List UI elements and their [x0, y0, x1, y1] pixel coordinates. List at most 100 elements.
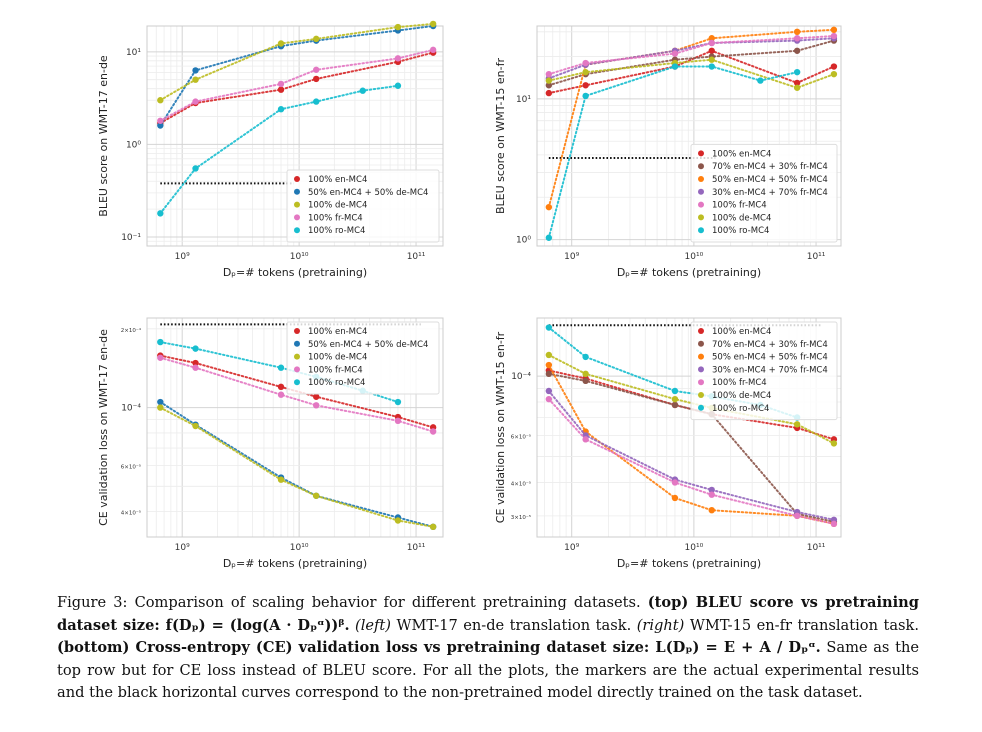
data-point — [671, 63, 679, 70]
data-point — [708, 486, 715, 494]
legend-box — [286, 321, 440, 395]
series-2 — [157, 404, 437, 531]
legend-marker — [698, 404, 704, 411]
legend-marker — [294, 176, 300, 182]
data-point — [313, 492, 320, 499]
series-5 — [545, 56, 838, 91]
fit-curve — [159, 406, 435, 528]
data-point — [157, 354, 164, 361]
legend-label: 100% de-MC4 — [712, 213, 771, 223]
data-point — [192, 359, 199, 367]
legend-marker — [294, 366, 300, 373]
fit-curve — [159, 401, 435, 528]
series-4 — [545, 395, 838, 528]
legend-label: 100% fr-MC4 — [712, 378, 767, 388]
figure-caption: Figure 3: Comparison of scaling behavior… — [57, 592, 919, 705]
data-point — [277, 80, 285, 88]
data-point — [313, 35, 320, 43]
chart-panel-tr: 10⁹ 10¹⁰ 10¹¹ 10⁰ 10¹ Dₚ=# tokens (pretrainin… — [494, 25, 842, 279]
legend-label: 100% en-MC4 — [308, 327, 367, 337]
y-tick-label: 4×10⁻⁵ — [121, 510, 141, 517]
legend-marker — [698, 340, 704, 347]
x-axis-label: Dₚ=# tokens (pretraining) — [617, 266, 761, 279]
legend-marker — [294, 227, 300, 234]
data-point — [708, 506, 715, 514]
legend-label: 100% fr-MC4 — [308, 365, 363, 375]
fit-curve — [159, 48, 435, 122]
data-point — [708, 491, 715, 498]
data-point — [277, 383, 285, 391]
legend-label: 50% en-MC4 + 50% fr-MC4 — [712, 175, 828, 185]
y-tick-label: 10⁻⁴ — [511, 372, 531, 382]
legend-marker — [698, 379, 704, 386]
data-point — [394, 23, 402, 31]
data-point — [582, 353, 589, 361]
x-tick-label: 10¹¹ — [807, 543, 826, 553]
data-point — [394, 417, 402, 425]
data-point — [192, 364, 199, 371]
data-point — [708, 35, 715, 42]
data-point — [545, 395, 553, 403]
data-point — [313, 98, 320, 105]
data-point — [277, 364, 285, 371]
data-point — [394, 398, 402, 406]
fit-curve — [547, 35, 835, 76]
data-point — [394, 82, 402, 89]
data-point — [793, 512, 801, 520]
data-point — [277, 391, 285, 398]
data-point — [545, 387, 553, 395]
legend-marker — [294, 379, 300, 386]
legend: 100% en-MC4 50% en-MC4 + 50% de-MC4 100% d… — [286, 321, 440, 395]
legend-marker — [698, 214, 704, 221]
legend-label: 50% en-MC4 + 50% fr-MC4 — [712, 353, 828, 363]
legend-box — [690, 321, 838, 421]
caption-text-4: Same as the top row but for CE loss inst… — [57, 639, 919, 702]
data-point — [157, 210, 164, 217]
y-axis-label: CE validation loss on WMT-15 en-fr — [494, 331, 507, 523]
y-tick-label: 10¹ — [516, 95, 531, 105]
y-tick-label: 3×10⁻⁵ — [511, 514, 531, 521]
data-point — [545, 89, 553, 97]
y-tick-label: 10⁻¹ — [121, 233, 141, 243]
legend-label: 100% en-MC4 — [308, 175, 367, 185]
data-point — [793, 68, 801, 76]
plot-frame — [536, 25, 842, 247]
series-6 — [545, 63, 801, 241]
data-point — [192, 98, 199, 105]
data-point — [793, 79, 801, 87]
plot-frame — [146, 317, 444, 538]
data-point — [708, 47, 715, 54]
data-point — [545, 77, 553, 84]
legend-label: 30% en-MC4 + 70% fr-MC4 — [712, 365, 828, 375]
x-axis-label: Dₚ=# tokens (pretraining) — [617, 557, 761, 570]
data-point — [830, 63, 838, 70]
data-point — [582, 436, 589, 443]
data-point — [545, 351, 553, 359]
legend-label: 100% en-MC4 — [712, 327, 771, 337]
data-point — [157, 338, 164, 346]
legend-marker — [698, 328, 704, 334]
data-point — [830, 26, 838, 34]
data-point — [277, 40, 285, 47]
y-tick-label: 6×10⁻⁵ — [511, 433, 531, 440]
data-point — [793, 47, 801, 54]
legend-box — [690, 143, 838, 243]
caption-italic-2: (right) — [636, 616, 685, 634]
series-2 — [157, 20, 437, 104]
data-point — [429, 20, 437, 28]
fit-curve — [159, 84, 399, 215]
x-tick-label: 10¹⁰ — [290, 543, 309, 553]
data-point — [394, 55, 402, 62]
data-point — [313, 66, 320, 73]
data-point — [545, 203, 553, 211]
legend-label: 70% en-MC4 + 30% fr-MC4 — [712, 162, 828, 172]
data-point — [545, 82, 553, 89]
data-point — [582, 92, 589, 100]
legend-marker — [294, 201, 300, 208]
caption-label: Figure 3: — [57, 594, 128, 611]
legend-marker — [698, 227, 704, 234]
series-1 — [157, 398, 437, 531]
data-point — [359, 87, 366, 94]
legend-marker — [294, 340, 300, 347]
legend-marker — [698, 176, 704, 182]
